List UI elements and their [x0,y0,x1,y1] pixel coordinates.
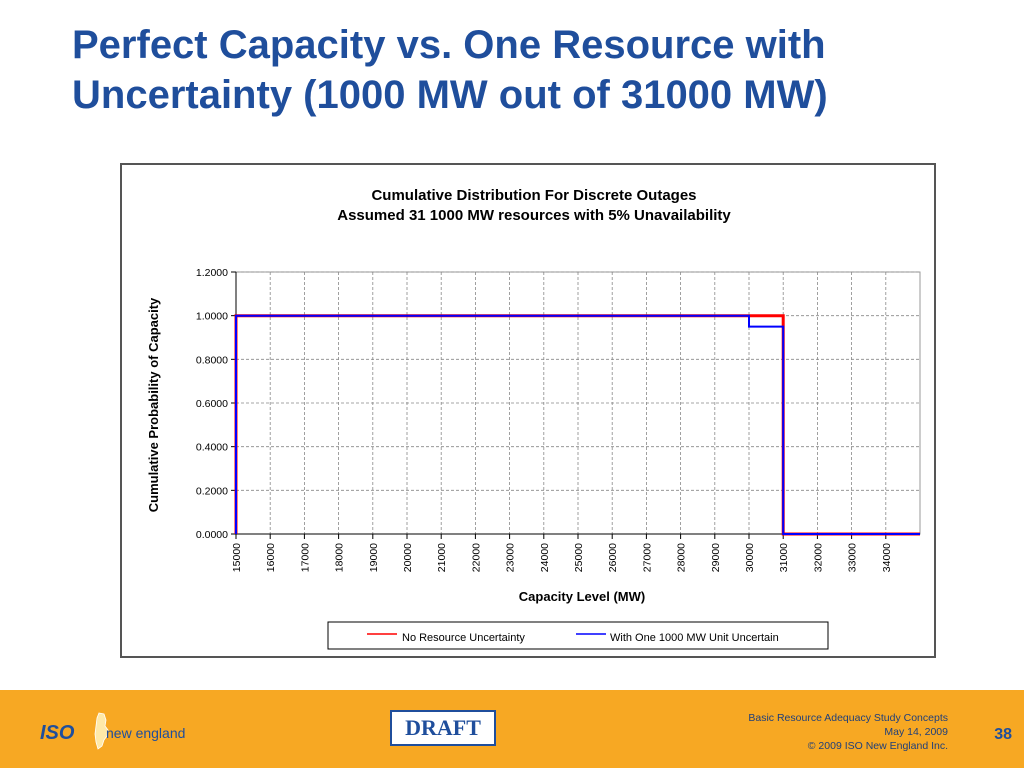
x-tick-label: 28000 [676,543,688,572]
y-tick-label: 1.2000 [196,267,228,279]
chart-title: Cumulative Distribution For Discrete Out… [371,187,696,204]
y-tick-label: 1.0000 [196,311,228,323]
page-number: 38 [994,726,1012,743]
x-tick-label: 25000 [573,543,585,572]
x-tick-label: 15000 [231,543,243,572]
x-tick-label: 23000 [505,543,517,572]
x-tick-label: 34000 [881,543,893,572]
series-line-one-unit-uncertain [235,314,920,535]
chart-subtitle: Assumed 31 1000 MW resources with 5% Una… [337,207,731,224]
x-tick-label: 22000 [470,543,482,572]
x-tick-label: 19000 [368,543,380,572]
y-tick-label: 0.0000 [196,529,228,541]
y-tick-label: 0.6000 [196,398,228,410]
cdf-line-chart: Cumulative Distribution For Discrete Out… [146,187,921,650]
y-tick-label: 0.2000 [196,485,228,497]
x-tick-label: 20000 [402,543,414,572]
x-tick-label: 27000 [641,543,653,572]
x-tick-label: 33000 [847,543,859,572]
x-tick-label: 32000 [812,543,824,572]
x-tick-label: 30000 [744,543,756,572]
logo-new-england-text: new england [106,725,186,741]
x-tick-label: 31000 [778,543,790,572]
new-england-map-icon [94,712,109,750]
slide-title-line-1: Perfect Capacity vs. One Resource with [72,23,826,67]
footer-date: May 14, 2009 [884,726,948,738]
slide-title-line-2: Uncertainty (1000 MW out of 31000 MW) [72,73,828,117]
chart-frame: Cumulative Distribution For Discrete Out… [120,163,936,658]
x-tick-label: 24000 [539,543,551,572]
y-tick-label: 0.8000 [196,354,228,366]
logo-iso-text: ISO [40,722,75,744]
legend-label-no-uncertainty: No Resource Uncertainty [402,632,525,644]
tick-labels: 0.0000 0.2000 0.4000 0.6000 0.8000 1.0000 1.20… [196,267,893,572]
gridlines [235,271,921,535]
x-tick-label: 29000 [710,543,722,572]
x-axis-label: Capacity Level (MW) [519,589,645,604]
x-tick-label: 26000 [607,543,619,572]
series-lines [234,314,920,536]
legend-label-one-unit-uncertain: With One 1000 MW Unit Uncertain [610,632,779,644]
slide-title: Perfect Capacity vs. One Resource with U… [72,20,972,120]
legend-box [327,621,829,650]
iso-new-england-logo: ISO new england [40,712,190,752]
x-tick-label: 16000 [265,543,277,572]
y-tick-label: 0.4000 [196,442,228,454]
footer-bar: ISO new england DRAFT Basic Resource Ade… [0,690,1024,768]
x-tick-label: 21000 [436,543,448,572]
footer-copyright: © 2009 ISO New England Inc. [807,740,948,752]
draft-label: DRAFT [390,710,496,746]
y-axis-label: Cumulative Probability of Capacity [146,297,161,512]
x-tick-label: 18000 [334,543,346,572]
footer-study-title: Basic Resource Adequacy Study Concepts [748,712,948,724]
legend: No Resource Uncertainty With One 1000 MW… [327,621,829,650]
footer-info: Basic Resource Adequacy Study Concepts M… [748,711,948,753]
x-tick-label: 17000 [299,543,311,572]
